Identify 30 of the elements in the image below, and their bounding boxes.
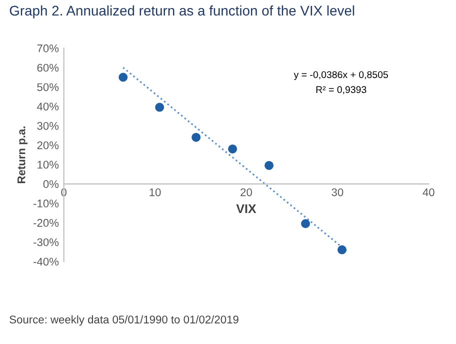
x-tick-label: 10 [150, 188, 161, 196]
x-axis-title: VIX [236, 204, 256, 214]
y-tick-label: 10% [38, 160, 59, 169]
y-axis-title: Return p.a. [18, 126, 28, 184]
x-tick-label: 40 [422, 188, 434, 196]
y-tick-label: 20% [37, 141, 59, 150]
y-tick-label: 30% [37, 122, 59, 130]
y-tick-label: 0% [43, 180, 59, 188]
x-tick-label: 0 [61, 188, 66, 196]
y-tick-label: 40% [36, 102, 59, 110]
y-tick-label: 50% [37, 83, 59, 92]
y-tick-label: 70% [37, 44, 59, 52]
y-tick-label: -30% [34, 238, 59, 246]
point [301, 219, 310, 228]
point [338, 245, 346, 254]
point [155, 102, 164, 112]
point [118, 72, 128, 82]
annotation: R² = 0,9393 [316, 86, 366, 94]
annotation: y = -0,0386x + 0,8505 [294, 71, 388, 80]
x-tick-label: 30 [332, 188, 344, 196]
point [228, 144, 238, 154]
chart-title: Graph 2. Annualized return as a function of the VIX level [10, 5, 354, 18]
y-tick-label: 60% [37, 64, 59, 72]
source-note: Source: weekly data 05/01/1990 to 01/02/2019 [10, 315, 238, 326]
x-tick-label: 20 [240, 188, 252, 196]
y-tick-label: -20% [34, 218, 59, 227]
point [264, 160, 274, 170]
y-tick-label: -40% [34, 258, 59, 266]
y-tick-label: -10% [34, 200, 59, 208]
point [192, 132, 201, 142]
